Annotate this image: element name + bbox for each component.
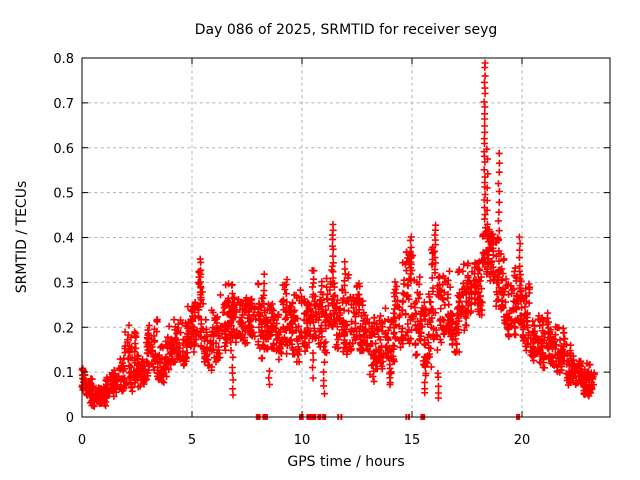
y-tick-label: 0.5 [53,187,74,202]
y-tick-label: 0.2 [53,321,74,336]
x-axis-label: GPS time / hours [287,454,404,470]
y-tick-label: 0.3 [53,276,74,291]
x-tick-label: 20 [514,433,531,448]
x-tick-label: 10 [294,433,311,448]
plot-area: 0 5 10 15 20 0 0.1 0.2 0.3 0.4 0.5 0.6 0.7 0.8 [53,52,611,448]
axis-ticks [81,57,610,418]
x-tick-label: 5 [188,433,196,448]
y-tick-label: 0.4 [53,232,74,247]
chart-title: Day 086 of 2025, SRMTID for receiver sey… [195,22,498,38]
x-tick-label: 0 [78,433,86,448]
tick-labels: 0 5 10 15 20 0 0.1 0.2 0.3 0.4 0.5 0.6 0.7 0.8 [53,52,530,448]
y-tick-label: 0.7 [53,97,74,112]
gridlines [82,58,610,417]
y-tick-label: 0.1 [53,366,74,381]
x-tick-label: 15 [404,433,421,448]
scatter-points-srmtid [78,59,598,410]
y-tick-label: 0.6 [53,142,74,157]
y-axis-label: SRMTID / TECUs [14,181,30,294]
y-tick-label: 0.8 [53,52,74,67]
y-tick-label: 0 [66,411,74,426]
